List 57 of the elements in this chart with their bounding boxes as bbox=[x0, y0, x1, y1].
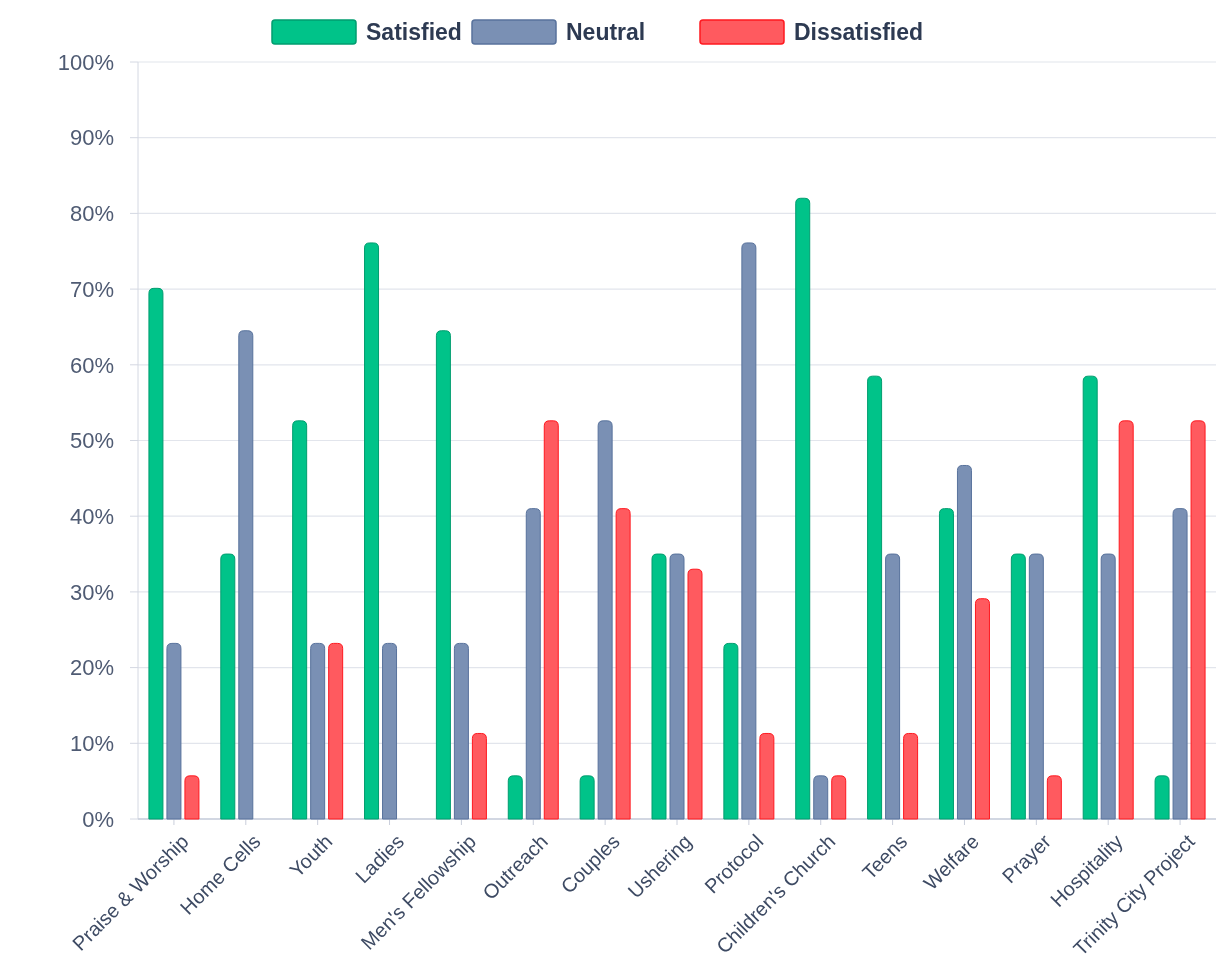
bar bbox=[543, 420, 559, 820]
y-tick-label: 60% bbox=[69, 352, 114, 378]
bar bbox=[669, 553, 685, 820]
y-tick-label: 10% bbox=[69, 731, 114, 756]
bar bbox=[938, 508, 954, 820]
bar bbox=[166, 642, 182, 820]
bar bbox=[956, 464, 972, 820]
bar bbox=[1190, 420, 1206, 820]
bar bbox=[974, 598, 990, 820]
bar bbox=[184, 775, 200, 820]
bar bbox=[471, 732, 487, 820]
bar bbox=[1100, 553, 1116, 820]
bar bbox=[1010, 553, 1026, 820]
bar bbox=[597, 420, 613, 820]
bar bbox=[1082, 375, 1098, 820]
bar bbox=[1046, 775, 1062, 820]
y-tick-label: 30% bbox=[69, 579, 114, 605]
bar bbox=[328, 642, 344, 820]
bar bbox=[1154, 775, 1170, 820]
bar bbox=[148, 287, 164, 820]
bar bbox=[382, 642, 398, 820]
bar bbox=[453, 642, 469, 820]
bar bbox=[885, 553, 901, 820]
y-tick-label: 50% bbox=[69, 428, 114, 454]
bar bbox=[1118, 420, 1134, 820]
bar bbox=[238, 330, 254, 820]
bar bbox=[741, 242, 757, 820]
bar bbox=[651, 553, 667, 820]
y-tick-label: 70% bbox=[69, 276, 114, 302]
y-tick-label: 20% bbox=[69, 655, 114, 681]
bar bbox=[1028, 553, 1044, 820]
y-tick-label: 90% bbox=[69, 125, 114, 151]
bar bbox=[579, 775, 595, 820]
bar bbox=[759, 732, 775, 820]
bar bbox=[795, 197, 811, 820]
legend-label: Satisfied bbox=[366, 19, 462, 46]
y-tick-label: 80% bbox=[69, 201, 114, 227]
bar bbox=[220, 553, 236, 820]
bar bbox=[435, 330, 451, 820]
bar bbox=[813, 775, 829, 820]
y-tick-label: 100% bbox=[57, 49, 114, 75]
bar bbox=[507, 775, 523, 820]
bar bbox=[615, 508, 631, 820]
bar bbox=[1172, 508, 1188, 820]
bar bbox=[687, 568, 703, 820]
legend-label: Dissatisfied bbox=[794, 19, 924, 46]
bar bbox=[364, 242, 380, 820]
bar bbox=[525, 508, 541, 820]
y-tick-label: 0% bbox=[82, 806, 114, 832]
bar bbox=[831, 775, 847, 820]
bar bbox=[903, 732, 919, 820]
bar bbox=[723, 642, 739, 820]
bar bbox=[292, 420, 308, 820]
bar bbox=[310, 642, 326, 820]
legend-label: Neutral bbox=[566, 19, 646, 46]
y-tick-label: 40% bbox=[69, 503, 114, 529]
bar bbox=[867, 375, 883, 820]
